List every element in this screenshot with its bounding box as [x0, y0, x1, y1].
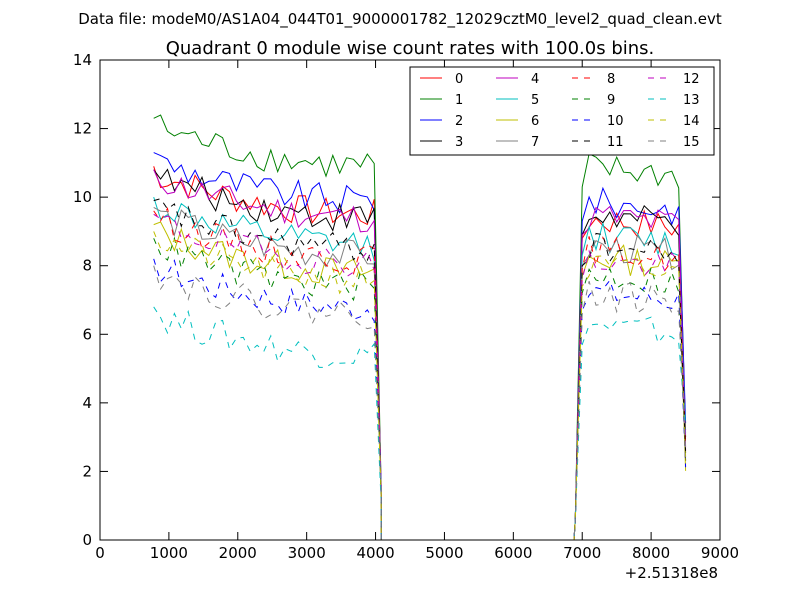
- y-tick-label: 0: [82, 531, 92, 549]
- series-line-13: [153, 306, 687, 541]
- x-tick-label: 4000: [356, 544, 394, 562]
- series-line-8: [153, 206, 687, 541]
- legend-label-13: 13: [683, 93, 700, 108]
- x-tick-label: 8000: [632, 544, 670, 562]
- legend-label-15: 15: [683, 135, 700, 150]
- plot-frame: [99, 59, 721, 541]
- series-line-12: [153, 213, 687, 541]
- legend-label-7: 7: [531, 135, 539, 150]
- x-offset-label: +2.51318e8: [625, 564, 718, 582]
- legend-label-11: 11: [607, 135, 624, 150]
- y-tick-label: 8: [82, 257, 92, 275]
- x-tick-label: 9000: [701, 544, 739, 562]
- x-tick-label: 2000: [219, 544, 257, 562]
- x-tick-label: 6000: [494, 544, 532, 562]
- legend-label-4: 4: [531, 72, 539, 87]
- ticks-layer: 0 1000 2000 3000 4000 5000 6000 7000 8000 9000 0 2 4…: [73, 51, 739, 562]
- legend-label-14: 14: [683, 114, 700, 129]
- series-line-9: [153, 236, 687, 541]
- legend-label-3: 3: [455, 135, 463, 150]
- y-tick-label: 14: [73, 51, 92, 69]
- y-tick-label: 12: [73, 120, 92, 138]
- legend-label-2: 2: [455, 114, 463, 129]
- chart-title: Quadrant 0 module wise count rates with …: [166, 38, 655, 59]
- legend-box: [409, 66, 715, 156]
- x-tick-label: 0: [95, 544, 105, 562]
- y-tick-label: 6: [82, 325, 92, 343]
- suptitle: Data file: modeM0/AS1A04_044T01_90000017…: [78, 10, 722, 29]
- y-tick-label: 2: [82, 462, 92, 480]
- legend-label-1: 1: [455, 93, 463, 108]
- legend-label-8: 8: [607, 72, 615, 87]
- x-tick-label: 3000: [288, 544, 326, 562]
- legend-label-10: 10: [607, 114, 624, 129]
- legend-label-0: 0: [455, 72, 463, 87]
- x-tick-label: 7000: [563, 544, 601, 562]
- x-tick-label: 1000: [150, 544, 188, 562]
- y-tick-label: 10: [73, 188, 92, 206]
- y-tick-label: 4: [82, 394, 92, 412]
- legend-label-9: 9: [607, 93, 615, 108]
- legend-label-6: 6: [531, 114, 539, 129]
- legend-label-12: 12: [683, 72, 700, 87]
- x-tick-label: 5000: [425, 544, 463, 562]
- legend-label-5: 5: [531, 93, 539, 108]
